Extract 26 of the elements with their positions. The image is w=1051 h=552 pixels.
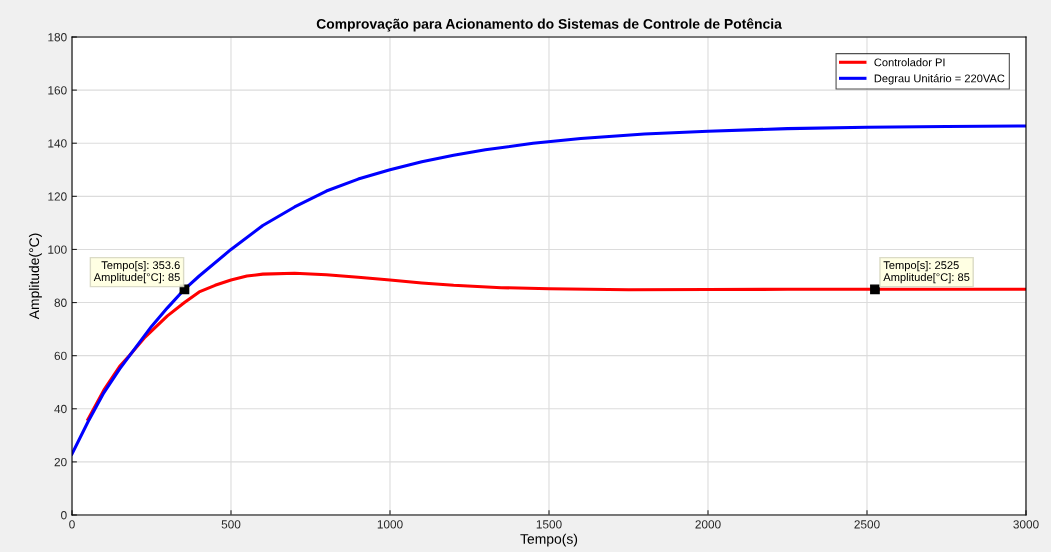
y-tick-label: 160 bbox=[48, 86, 67, 95]
x-tick-label: 3000 bbox=[1013, 520, 1039, 529]
y-tick-label: 100 bbox=[48, 245, 67, 254]
legend-label: Degrau Unitário = 220VAC bbox=[874, 74, 1005, 85]
line-series bbox=[72, 124, 1026, 456]
x-tick-label: 1500 bbox=[536, 520, 562, 529]
y-tick-label: 120 bbox=[48, 192, 67, 201]
y-tick-label: 80 bbox=[54, 298, 67, 307]
x-tick-label: 2500 bbox=[854, 520, 880, 529]
x-tick-label: 0 bbox=[69, 520, 75, 529]
y-tick-label: 60 bbox=[54, 351, 67, 361]
annotation: Tempo[s]: 2525 Amplitude[°C]: 85 bbox=[883, 260, 970, 284]
y-tick-label: 0 bbox=[61, 511, 67, 520]
legend-label: Controlador PI bbox=[874, 58, 945, 67]
y-tick-label: 180 bbox=[48, 33, 67, 42]
y-tick-label: 140 bbox=[48, 139, 67, 148]
x-axis-title: Tempo(s) bbox=[520, 533, 578, 547]
chart-title: Comprovação para Acionamento do Sistemas de Controle de Potência bbox=[316, 18, 782, 32]
x-tick-label: 1000 bbox=[377, 520, 403, 529]
annotation: Tempo[s]: 353.6 Amplitude[°C]: 85 bbox=[93, 260, 180, 284]
line-series bbox=[86, 271, 1026, 421]
y-tick-label: 40 bbox=[54, 404, 67, 414]
x-tick-label: 2000 bbox=[695, 520, 721, 529]
y-axis-title: Amplitude(°C) bbox=[28, 233, 42, 320]
x-tick-label: 500 bbox=[221, 520, 241, 529]
y-tick-label: 20 bbox=[54, 457, 67, 467]
